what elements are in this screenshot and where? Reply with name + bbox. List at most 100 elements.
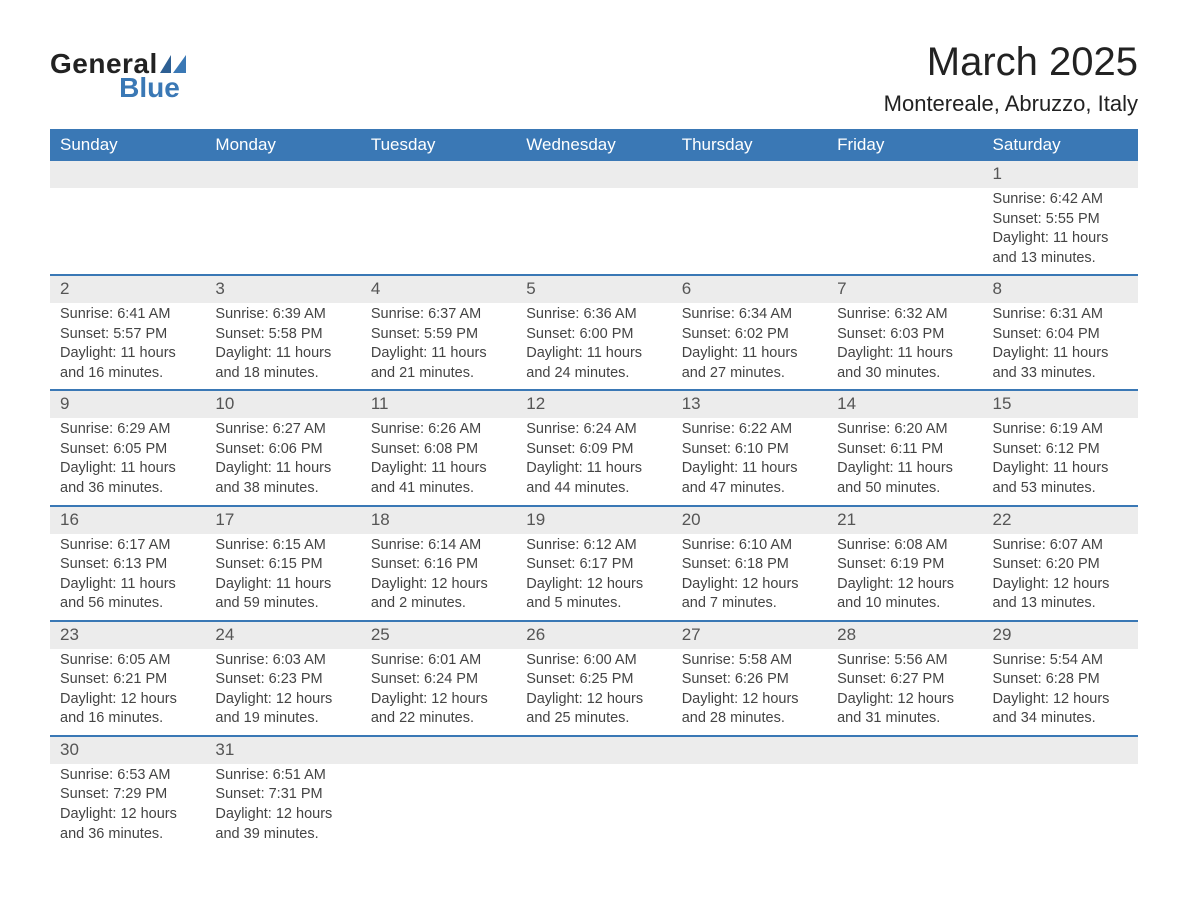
daylight-text: Daylight: 12 hours xyxy=(837,690,972,710)
day-number-cell: 6 xyxy=(672,275,827,303)
day-number: 20 xyxy=(682,510,701,529)
day-number-cell: 19 xyxy=(516,506,671,534)
week-daynum-row: 16171819202122 xyxy=(50,506,1138,534)
sunrise-text: Sunrise: 6:26 AM xyxy=(371,420,506,440)
day-number-cell: 18 xyxy=(361,506,516,534)
daylight-text: and 33 minutes. xyxy=(993,364,1128,384)
daylight-text: and 27 minutes. xyxy=(682,364,817,384)
sunset-text: Sunset: 6:25 PM xyxy=(526,670,661,690)
sunrise-text: Sunrise: 6:07 AM xyxy=(993,536,1128,556)
day-header: Thursday xyxy=(672,129,827,161)
day-number: 11 xyxy=(371,394,389,413)
daylight-text: Daylight: 11 hours xyxy=(215,344,350,364)
sunset-text: Sunset: 6:13 PM xyxy=(60,555,195,575)
day-details-cell: Sunrise: 6:26 AMSunset: 6:08 PMDaylight:… xyxy=(361,418,516,505)
day-number-cell: 30 xyxy=(50,736,205,764)
daylight-text: and 18 minutes. xyxy=(215,364,350,384)
daylight-text: and 13 minutes. xyxy=(993,594,1128,614)
daylight-text: and 41 minutes. xyxy=(371,479,506,499)
day-number-cell xyxy=(205,161,360,188)
day-number-cell: 11 xyxy=(361,390,516,418)
day-details-cell: Sunrise: 6:27 AMSunset: 6:06 PMDaylight:… xyxy=(205,418,360,505)
sunrise-text: Sunrise: 6:03 AM xyxy=(215,651,350,671)
day-number: 17 xyxy=(215,510,234,529)
day-details-cell xyxy=(361,764,516,850)
day-number-cell: 10 xyxy=(205,390,360,418)
sunset-text: Sunset: 6:12 PM xyxy=(993,440,1128,460)
day-details-cell: Sunrise: 6:22 AMSunset: 6:10 PMDaylight:… xyxy=(672,418,827,505)
sunset-text: Sunset: 6:02 PM xyxy=(682,325,817,345)
day-number-cell: 4 xyxy=(361,275,516,303)
daylight-text: and 28 minutes. xyxy=(682,709,817,729)
sunrise-text: Sunrise: 6:19 AM xyxy=(993,420,1128,440)
daylight-text: Daylight: 12 hours xyxy=(60,805,195,825)
sunrise-text: Sunrise: 6:37 AM xyxy=(371,305,506,325)
sunrise-text: Sunrise: 6:20 AM xyxy=(837,420,972,440)
day-number-cell: 25 xyxy=(361,621,516,649)
day-number-cell: 20 xyxy=(672,506,827,534)
day-header: Saturday xyxy=(983,129,1138,161)
daylight-text: Daylight: 12 hours xyxy=(993,575,1128,595)
day-number-cell xyxy=(50,161,205,188)
day-details-cell: Sunrise: 6:12 AMSunset: 6:17 PMDaylight:… xyxy=(516,534,671,621)
day-number: 15 xyxy=(993,394,1012,413)
sunrise-text: Sunrise: 6:42 AM xyxy=(993,190,1128,210)
sunrise-text: Sunrise: 6:34 AM xyxy=(682,305,817,325)
day-number: 9 xyxy=(60,394,69,413)
daylight-text: Daylight: 11 hours xyxy=(682,459,817,479)
daylight-text: and 56 minutes. xyxy=(60,594,195,614)
day-number-cell: 15 xyxy=(983,390,1138,418)
sunrise-text: Sunrise: 6:31 AM xyxy=(993,305,1128,325)
sunset-text: Sunset: 6:05 PM xyxy=(60,440,195,460)
sunset-text: Sunset: 5:58 PM xyxy=(215,325,350,345)
daylight-text: and 50 minutes. xyxy=(837,479,972,499)
day-number-cell: 5 xyxy=(516,275,671,303)
day-number-cell xyxy=(672,161,827,188)
day-header: Tuesday xyxy=(361,129,516,161)
day-number-cell xyxy=(827,161,982,188)
week-details-row: Sunrise: 6:29 AMSunset: 6:05 PM Daylight:… xyxy=(50,418,1138,505)
day-details-cell: Sunrise: 6:10 AMSunset: 6:18 PMDaylight:… xyxy=(672,534,827,621)
day-number: 18 xyxy=(371,510,390,529)
day-number-cell: 9 xyxy=(50,390,205,418)
day-details-cell: Sunrise: 5:56 AMSunset: 6:27 PMDaylight:… xyxy=(827,649,982,736)
day-number: 25 xyxy=(371,625,390,644)
daylight-text: and 16 minutes. xyxy=(60,364,195,384)
day-details-cell: Sunrise: 6:31 AMSunset: 6:04 PMDaylight:… xyxy=(983,303,1138,390)
daylight-text: and 38 minutes. xyxy=(215,479,350,499)
sunset-text: Sunset: 6:27 PM xyxy=(837,670,972,690)
day-number-cell: 22 xyxy=(983,506,1138,534)
day-number-cell xyxy=(516,736,671,764)
sunset-text: Sunset: 6:00 PM xyxy=(526,325,661,345)
day-number: 7 xyxy=(837,279,846,298)
day-details-cell: Sunrise: 6:17 AMSunset: 6:13 PMDaylight:… xyxy=(50,534,205,621)
daylight-text: Daylight: 12 hours xyxy=(215,805,350,825)
day-number: 28 xyxy=(837,625,856,644)
day-number: 4 xyxy=(371,279,380,298)
week-daynum-row: 23242526272829 xyxy=(50,621,1138,649)
day-details-cell: Sunrise: 6:14 AMSunset: 6:16 PMDaylight:… xyxy=(361,534,516,621)
daylight-text: and 47 minutes. xyxy=(682,479,817,499)
day-number-cell xyxy=(983,736,1138,764)
week-daynum-row: 3031 xyxy=(50,736,1138,764)
sunset-text: Sunset: 6:04 PM xyxy=(993,325,1128,345)
day-details-cell xyxy=(516,764,671,850)
day-number: 12 xyxy=(526,394,545,413)
sunrise-text: Sunrise: 6:15 AM xyxy=(215,536,350,556)
day-number-cell: 2 xyxy=(50,275,205,303)
week-details-row: Sunrise: 6:05 AMSunset: 6:21 PMDaylight:… xyxy=(50,649,1138,736)
day-number: 14 xyxy=(837,394,856,413)
sunrise-text: Sunrise: 6:05 AM xyxy=(60,651,195,671)
sunrise-text: Sunrise: 6:29 AM xyxy=(60,420,195,440)
day-details-cell xyxy=(672,188,827,275)
day-details-cell: Sunrise: 6:29 AMSunset: 6:05 PMDaylight:… xyxy=(50,418,205,505)
day-number-cell: 26 xyxy=(516,621,671,649)
week-details-row: Sunrise: 6:17 AMSunset: 6:13 PMDaylight:… xyxy=(50,534,1138,621)
sunset-text: Sunset: 6:17 PM xyxy=(526,555,661,575)
day-details-cell: Sunrise: 6:37 AMSunset: 5:59 PMDaylight:… xyxy=(361,303,516,390)
week-daynum-row: 9101112131415 xyxy=(50,390,1138,418)
week-daynum-row: 1 xyxy=(50,161,1138,188)
week-daynum-row: 2345678 xyxy=(50,275,1138,303)
day-details-cell xyxy=(827,188,982,275)
day-number-cell: 29 xyxy=(983,621,1138,649)
